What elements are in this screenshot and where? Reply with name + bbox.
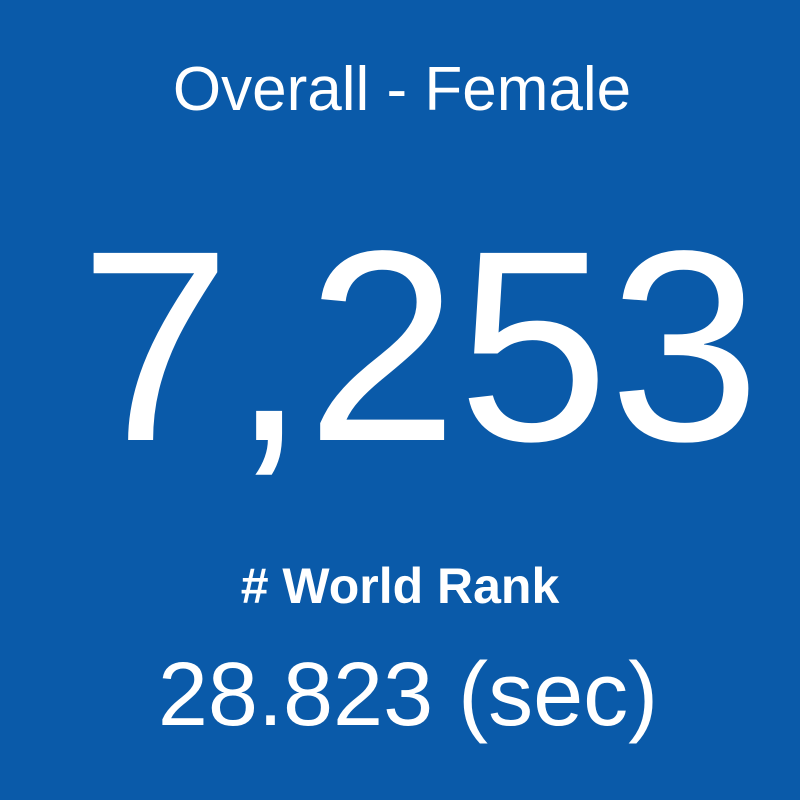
- rank-label: # World Rank: [241, 558, 560, 614]
- rank-value: 7,253: [80, 194, 761, 498]
- tile-title: Overall - Female: [173, 55, 631, 124]
- time-value: 28.823 (sec): [158, 645, 658, 745]
